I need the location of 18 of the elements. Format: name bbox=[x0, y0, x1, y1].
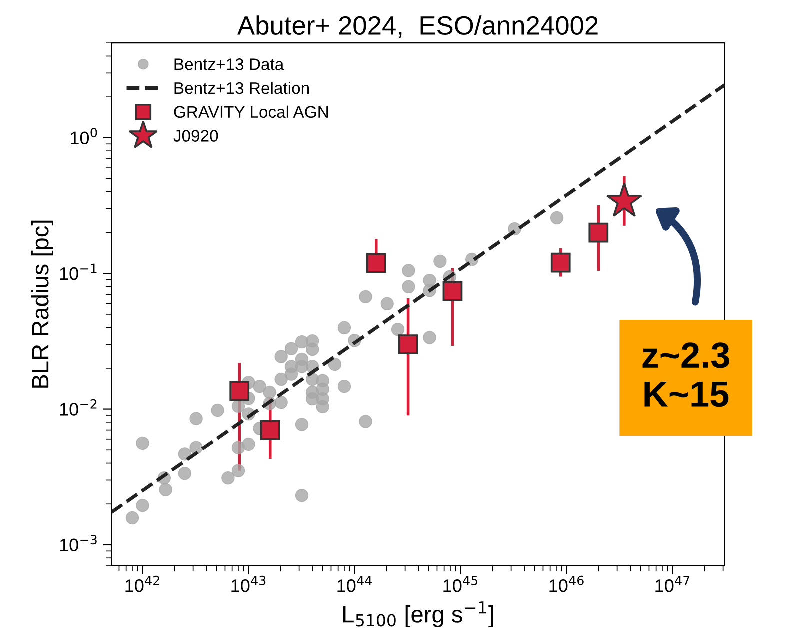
y-tick-label: 10$^{−3}$ bbox=[60, 535, 97, 552]
y-tick-label: 10$^{−1}$ bbox=[60, 264, 97, 280]
x-tick-label: 10$^{43}$ bbox=[232, 576, 266, 592]
x-tick-label: 10$^{42}$ bbox=[126, 576, 160, 592]
y-tick-label: 10$^{0}$ bbox=[71, 128, 98, 145]
x-tick-label: 10$^{44}$ bbox=[338, 576, 372, 592]
x-tick-label: 10$^{45}$ bbox=[444, 576, 478, 592]
legend-label: GRAVITY Local AGN bbox=[174, 106, 328, 118]
legend-label: Bentz+13 Data bbox=[174, 58, 284, 70]
chart-title: Abuter+ 2024, ESO/ann24002 bbox=[238, 16, 598, 38]
y-axis-title: BLR Radius [pc] bbox=[31, 220, 54, 388]
x-tick-label: 10$^{47}$ bbox=[656, 576, 690, 592]
x-tick-label: 10$^{46}$ bbox=[550, 576, 584, 592]
legend-label: Bentz+13 Relation bbox=[174, 82, 310, 94]
annotation: z~2.3 K~15 bbox=[642, 342, 730, 408]
y-tick-label: 10$^{−2}$ bbox=[60, 399, 97, 416]
legend-label: J0920 bbox=[174, 130, 218, 142]
x-axis-title: L$_{5100}$ [erg s$^{−1}$] bbox=[343, 602, 494, 628]
